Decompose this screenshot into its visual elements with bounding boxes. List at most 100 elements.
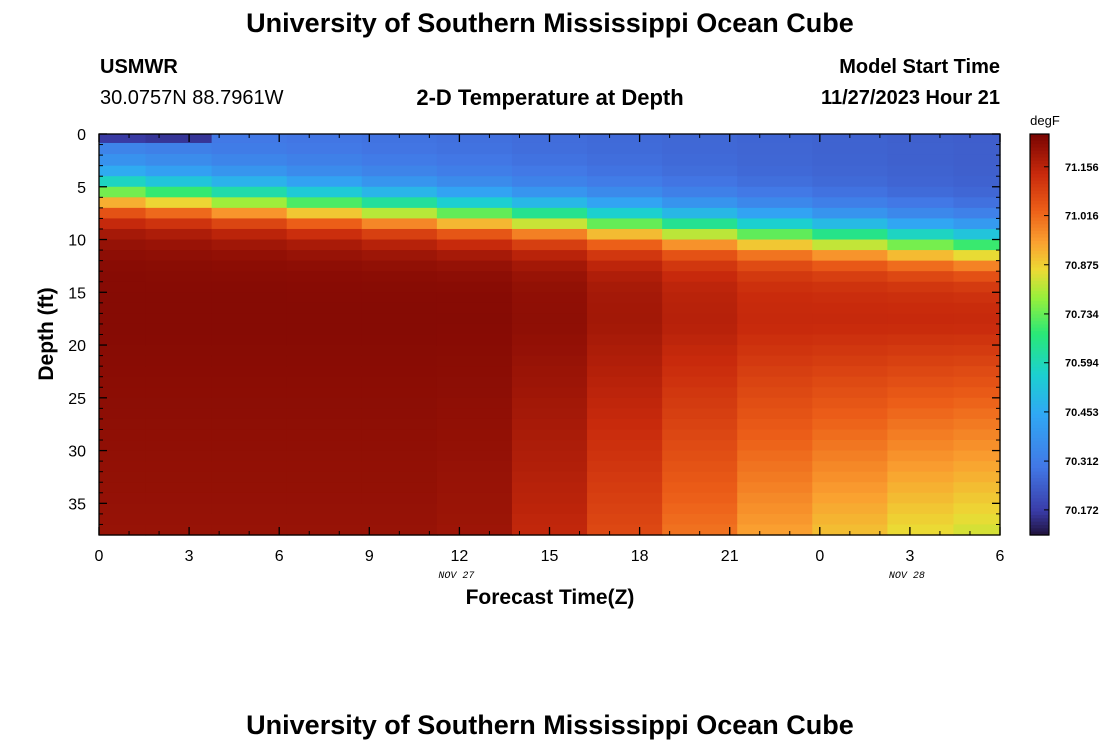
heatmap-cell xyxy=(887,260,955,272)
y-tick-label: 0 xyxy=(77,127,86,144)
heatmap-cell xyxy=(211,513,288,526)
colorbar-segment xyxy=(1030,334,1049,339)
heatmap-cell xyxy=(361,418,438,431)
heatmap-cell xyxy=(286,482,363,494)
heatmap-cell xyxy=(99,154,147,167)
heatmap-cell xyxy=(145,239,213,251)
colorbar-segment xyxy=(1030,494,1049,499)
heatmap-cell xyxy=(361,154,438,167)
heatmap-cell xyxy=(662,387,738,399)
heatmap-cell xyxy=(211,503,288,515)
heatmap-cell xyxy=(953,387,1001,399)
colorbar-segment xyxy=(1030,351,1049,356)
heatmap-cell xyxy=(286,461,363,473)
colorbar-segment xyxy=(1030,361,1049,366)
colorbar-segment xyxy=(1030,424,1049,429)
heatmap-cell xyxy=(953,492,1001,504)
colorbar-segment xyxy=(1030,374,1049,379)
heatmap-cell xyxy=(587,302,663,314)
heatmap-cell xyxy=(737,429,813,441)
colorbar-frame xyxy=(1029,133,1050,536)
heatmap-cell xyxy=(99,524,147,536)
colorbar-segment xyxy=(1030,478,1049,483)
heatmap-cell xyxy=(286,302,363,314)
heatmap-cell xyxy=(211,450,288,462)
colorbar-segment xyxy=(1030,277,1049,282)
colorbar-segment xyxy=(1030,317,1049,322)
heatmap-cell xyxy=(887,345,955,357)
heatmap-cell xyxy=(145,397,213,409)
heatmap-cell xyxy=(953,186,1001,198)
heatmap-cell xyxy=(286,292,363,304)
heatmap-cell xyxy=(511,366,588,378)
heatmap-cell xyxy=(286,418,363,431)
heatmap-cell xyxy=(361,482,438,494)
colorbar-segment xyxy=(1030,294,1049,299)
heatmap-cell xyxy=(145,313,213,325)
heatmap-cell xyxy=(436,281,513,293)
heatmap-cell xyxy=(145,250,213,262)
heatmap-cell xyxy=(286,197,363,209)
heatmap-cell xyxy=(211,165,288,177)
colorbar-segment xyxy=(1030,408,1049,412)
heatmap-cell xyxy=(145,387,213,399)
colorbar-segment xyxy=(1030,274,1049,279)
heatmap-cell xyxy=(662,524,738,536)
heatmap-cell xyxy=(587,334,663,346)
heatmap-cell xyxy=(587,461,663,473)
heatmap-cell xyxy=(361,218,438,230)
heatmap-cell xyxy=(887,176,955,188)
heatmap-cell xyxy=(145,503,213,515)
heatmap-cell xyxy=(99,334,147,346)
colorbar-segment xyxy=(1030,160,1049,165)
x-tick-label: 6 xyxy=(275,548,284,565)
heatmap-cell xyxy=(953,355,1001,367)
colorbar-segment xyxy=(1030,291,1049,295)
heatmap-cell xyxy=(737,366,813,378)
heatmap-cell xyxy=(812,355,888,367)
heatmap-cell xyxy=(99,366,147,378)
heatmap-cell xyxy=(211,260,288,272)
heatmap-cell xyxy=(587,429,663,441)
heatmap-cell xyxy=(145,334,213,346)
heatmap-cell xyxy=(587,313,663,325)
heatmap-cell xyxy=(887,355,955,367)
heatmap-cell xyxy=(953,281,1001,293)
heatmap-cell xyxy=(662,461,738,473)
colorbar-segment xyxy=(1030,491,1049,496)
heatmap-cell xyxy=(737,397,813,409)
footer-title: University of Southern Mississippi Ocean… xyxy=(246,710,854,740)
heatmap-cell xyxy=(99,313,147,325)
colorbar-segment xyxy=(1030,331,1049,336)
heatmap-cell xyxy=(953,376,1001,388)
colorbar-segment xyxy=(1030,481,1049,486)
heatmap-cell xyxy=(662,302,738,314)
heatmap-cell xyxy=(812,408,888,420)
colorbar-segment xyxy=(1030,438,1049,443)
heatmap-cell xyxy=(286,524,363,536)
heatmap-cell xyxy=(953,260,1001,272)
heatmap-cell xyxy=(99,461,147,473)
heatmap-cell xyxy=(361,492,438,504)
heatmap-cell xyxy=(812,228,888,241)
heatmap-cell xyxy=(99,503,147,515)
model-start-label: Model Start Time xyxy=(839,56,1000,78)
heatmap-cell xyxy=(953,228,1001,241)
heatmap-cell xyxy=(361,345,438,357)
heatmap-cell xyxy=(286,134,363,144)
heatmap-cell xyxy=(662,186,738,198)
heatmap-cell xyxy=(887,228,955,241)
date-label: NOV 28 xyxy=(889,571,925,582)
heatmap-cell xyxy=(812,376,888,388)
heatmap-cell xyxy=(361,334,438,346)
colorbar-segment xyxy=(1030,140,1049,145)
heatmap-cell xyxy=(211,186,288,198)
heatmap-cell xyxy=(511,418,588,431)
heatmap-cell xyxy=(812,429,888,441)
colorbar-tick-label: 70.594 xyxy=(1065,358,1100,370)
heatmap-cell xyxy=(511,355,588,367)
heatmap-cell xyxy=(211,250,288,262)
heatmap-cell xyxy=(286,142,363,155)
colorbar-segment xyxy=(1030,234,1049,239)
heatmap-cell xyxy=(99,239,147,251)
